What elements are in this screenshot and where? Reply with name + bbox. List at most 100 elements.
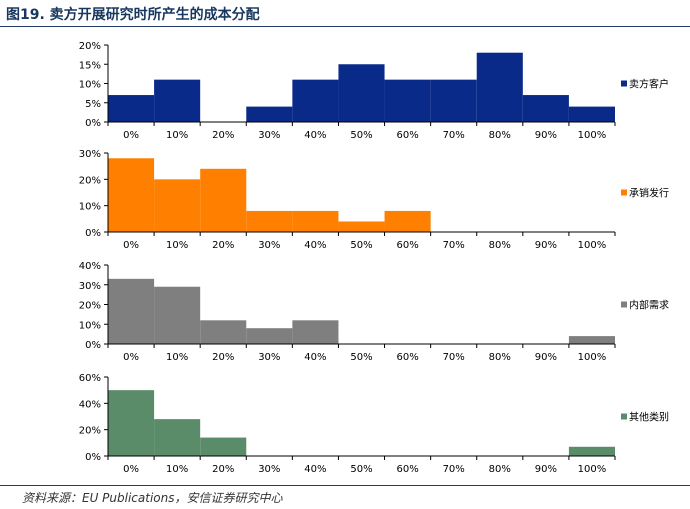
bar-100% [568,106,615,122]
x-tick-label: 30% [258,464,280,475]
y-tick-label: 0% [85,452,101,463]
x-tick-label: 10% [166,130,188,141]
y-tick-label: 0% [85,118,101,129]
x-tick-label: 50% [350,240,372,251]
x-tick-label: 70% [443,464,465,475]
x-tick-label: 90% [535,130,557,141]
legend-label: 承销发行 [629,187,669,200]
bar-100% [568,446,615,456]
legend-label: 内部需求 [629,299,669,312]
x-tick-label: 10% [166,464,188,475]
x-tick-label: 50% [350,352,372,363]
y-tick-label: 40% [79,261,101,272]
x-tick-label: 60% [396,464,418,475]
bar-50% [338,221,385,232]
x-tick-label: 30% [258,352,280,363]
x-tick-label: 0% [123,240,139,251]
x-tick-label: 60% [396,352,418,363]
x-tick-label: 0% [123,464,139,475]
bar-20% [200,320,247,344]
x-tick-label: 20% [212,464,234,475]
title-divider [0,26,690,27]
x-tick-label: 20% [212,240,234,251]
x-tick-label: 30% [258,130,280,141]
x-tick-label: 0% [123,130,139,141]
x-tick-label: 100% [578,130,607,141]
x-tick-label: 30% [258,240,280,251]
x-tick-label: 60% [396,240,418,251]
y-tick-label: 0% [85,228,101,239]
source-note: 资料来源：EU Publications，安信证券研究中心 [22,491,283,505]
bar-20% [200,437,247,456]
y-tick-label: 10% [79,202,101,213]
legend-swatch [621,189,627,196]
y-tick-label: 0% [85,340,101,351]
x-tick-label: 100% [578,240,607,251]
x-tick-label: 40% [304,464,326,475]
x-tick-label: 70% [443,240,465,251]
bar-100% [568,336,615,344]
bar-30% [246,106,293,122]
y-tick-label: 60% [79,373,101,384]
legend-swatch [621,80,627,87]
chart-panel-4: 0% 20% 40% 60% 0% 10% 20% 30% 40% 50% 60% 70% 80% 90%… [79,373,669,475]
y-tick-label: 30% [79,149,101,160]
bar-10% [154,286,201,344]
bar-40% [292,210,339,232]
y-tick-label: 20% [79,41,101,52]
legend-label: 卖方客户 [629,78,669,91]
x-tick-label: 100% [578,352,607,363]
bar-20% [200,168,247,232]
y-tick-label: 5% [85,99,101,110]
y-tick-label: 20% [79,426,101,437]
x-tick-label: 60% [396,130,418,141]
chart-canvas: 0% 5% 10% 15% 20% 0% 10% 20% 30% 40% 50% 60% 70% 80% 9… [79,41,669,475]
bar-10% [154,419,201,456]
x-tick-label: 90% [535,352,557,363]
x-tick-label: 50% [350,464,372,475]
bar-80% [476,52,523,123]
x-tick-label: 20% [212,130,234,141]
y-tick-label: 10% [79,80,101,91]
bar-40% [292,79,339,122]
bar-60% [384,79,431,122]
x-tick-label: 80% [489,240,511,251]
bar-0% [108,278,155,344]
x-tick-label: 50% [350,130,372,141]
bar-30% [246,328,293,344]
x-tick-label: 40% [304,130,326,141]
figure-title: 图19. 卖方开展研究时所产生的成本分配 [6,7,260,23]
bar-0% [108,95,155,122]
bar-50% [338,64,385,122]
source-divider [0,485,690,486]
x-tick-label: 80% [489,352,511,363]
x-tick-label: 0% [123,352,139,363]
x-tick-label: 40% [304,240,326,251]
x-tick-label: 80% [489,130,511,141]
x-tick-label: 80% [489,464,511,475]
legend-swatch [621,413,627,420]
chart-panel-1: 0% 5% 10% 15% 20% 0% 10% 20% 30% 40% 50% 60% 70% 80% 9… [79,41,669,141]
x-tick-label: 10% [166,240,188,251]
bar-0% [108,158,155,232]
x-tick-label: 70% [443,352,465,363]
bar-30% [246,210,293,232]
x-tick-label: 90% [535,464,557,475]
bar-60% [384,210,431,232]
bar-10% [154,79,201,122]
x-tick-label: 100% [578,464,607,475]
y-tick-label: 20% [79,301,101,312]
x-tick-label: 70% [443,130,465,141]
y-tick-label: 30% [79,281,101,292]
x-tick-label: 40% [304,352,326,363]
bar-0% [108,390,155,456]
y-tick-label: 20% [79,175,101,186]
legend-label: 其他类别 [629,411,669,424]
bar-70% [430,79,477,122]
y-tick-label: 40% [79,399,101,410]
bar-90% [522,95,569,122]
bar-40% [292,320,339,344]
bar-10% [154,179,201,232]
legend-swatch [621,301,627,308]
y-tick-label: 10% [79,320,101,331]
